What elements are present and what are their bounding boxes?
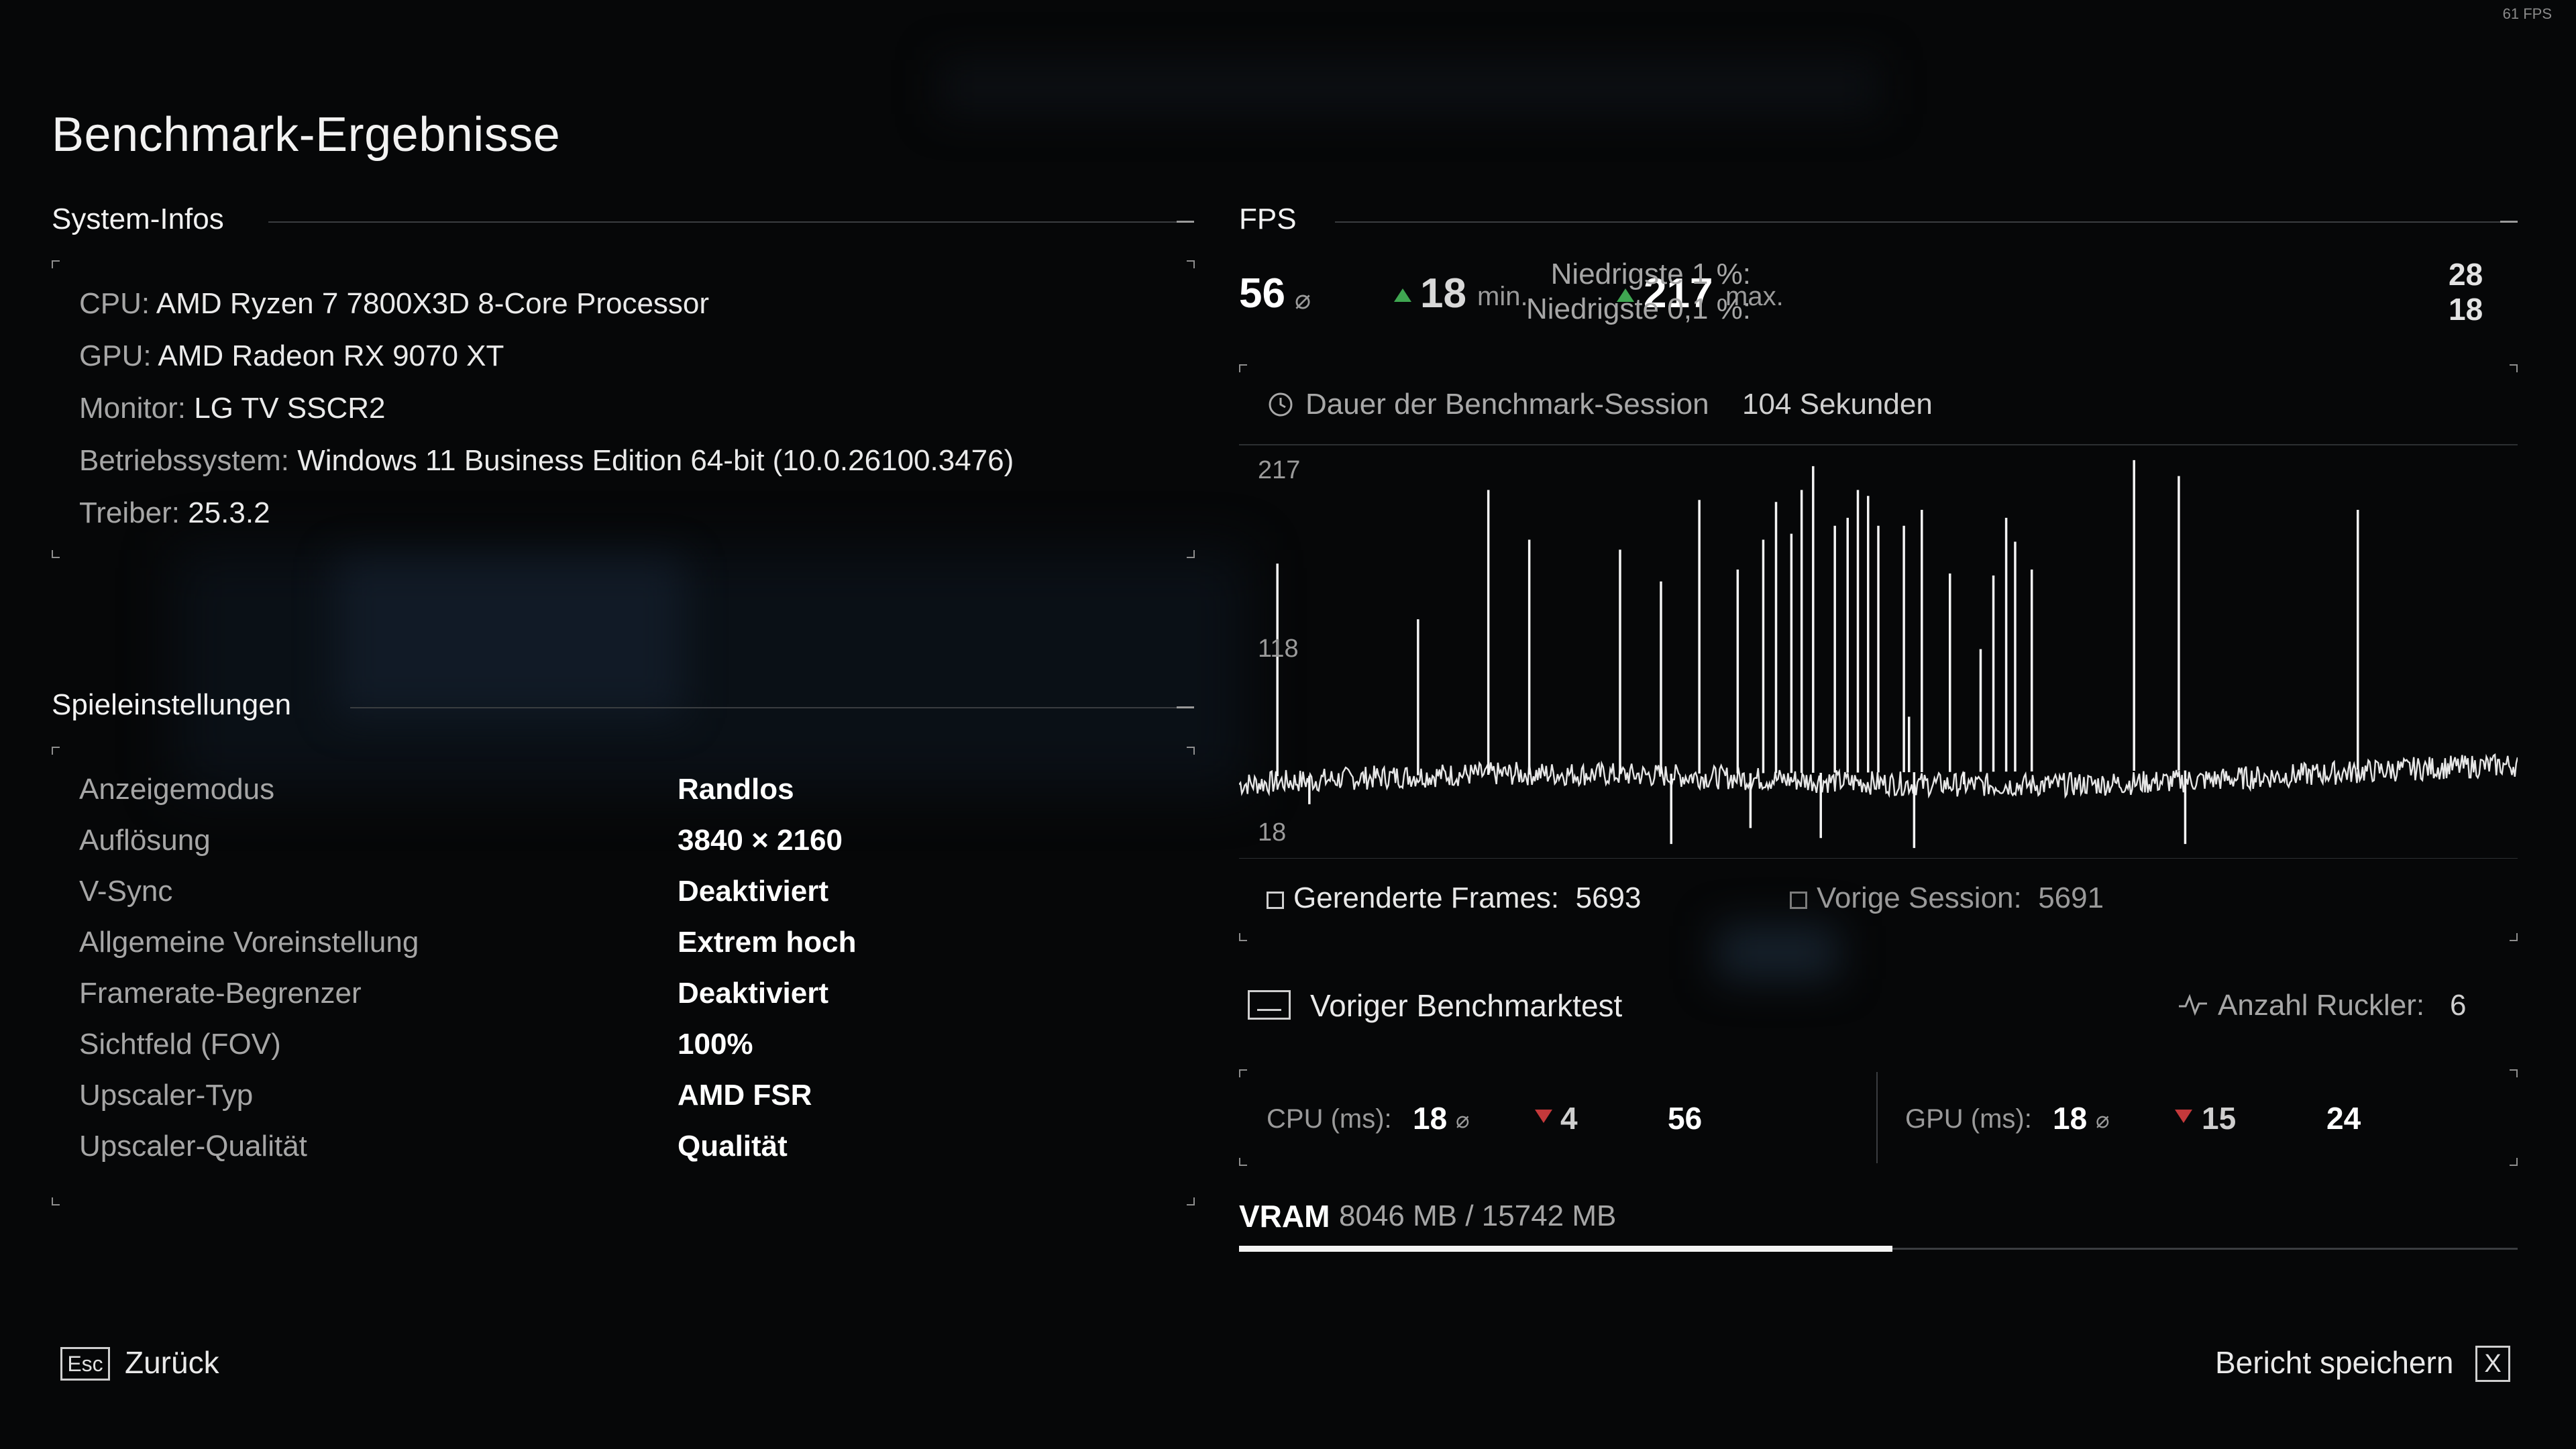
save-report-button[interactable]: Bericht speichern bbox=[2215, 1345, 2454, 1380]
stutter-count-value: 6 bbox=[2450, 989, 2467, 1022]
game-settings-divider bbox=[350, 707, 1194, 708]
system-info-divider bbox=[268, 221, 1194, 223]
vram-value: 8046 MB / 15742 MB bbox=[1339, 1199, 1617, 1232]
fps-max-unit: max. bbox=[1725, 282, 1784, 311]
fps-divider bbox=[1335, 221, 2517, 223]
fps-collapse[interactable] bbox=[2500, 221, 2518, 223]
page-title: Benchmark-Ergebnisse bbox=[52, 108, 561, 162]
cpu-ms-avg-unit: ⌀ bbox=[1456, 1108, 1470, 1133]
fps-max-value: 217 bbox=[1644, 270, 1713, 317]
session-duration-label: Dauer der Benchmark-Session bbox=[1305, 388, 1709, 421]
system-info-driver: Treiber: 25.3.2 bbox=[79, 496, 270, 529]
system-info-heading: System-Infos bbox=[52, 203, 224, 235]
esc-key-icon[interactable]: Esc bbox=[60, 1347, 110, 1381]
vram-label: VRAM bbox=[1239, 1199, 1330, 1234]
low01-value: 18 bbox=[2449, 292, 2483, 327]
session-duration-value: 104 Sekunden bbox=[1742, 388, 1933, 421]
vram-bar-fill bbox=[1239, 1246, 1893, 1252]
system-info-cpu: CPU: AMD Ryzen 7 7800X3D 8-Core Processo… bbox=[79, 287, 710, 320]
low1-value: 28 bbox=[2449, 257, 2483, 292]
system-info-monitor: Monitor: LG TV SSCR2 bbox=[79, 392, 386, 425]
legend-rendered-frames[interactable]: Gerenderte Frames: 5693 bbox=[1267, 881, 1642, 915]
x-key-icon[interactable]: X bbox=[2475, 1346, 2510, 1382]
y-tick-mid: 118 bbox=[1258, 635, 1299, 663]
max-up-arrow-icon bbox=[1617, 288, 1634, 302]
fps-chart-panel bbox=[1239, 364, 2518, 941]
fps-average-value: 56 bbox=[1239, 270, 1285, 317]
gpu-ms-avg: 18 bbox=[2053, 1101, 2088, 1136]
previous-benchmark-label[interactable]: Voriger Benchmarktest bbox=[1310, 988, 1623, 1023]
y-tick-max: 217 bbox=[1258, 456, 1301, 484]
frametime-panel bbox=[1239, 1069, 2518, 1166]
gpu-ms-max: 24 bbox=[2326, 1101, 2361, 1136]
game-settings-panel bbox=[52, 747, 1195, 1205]
fps-min-unit: min. bbox=[1477, 282, 1528, 311]
fps-chart: 217 118 18 bbox=[1238, 443, 2519, 859]
stutter-count-label: Anzahl Ruckler: bbox=[2218, 989, 2425, 1022]
clock-icon bbox=[1269, 392, 1293, 417]
cpu-ms-max: 56 bbox=[1668, 1101, 1703, 1136]
cpu-min-down-arrow-icon bbox=[1535, 1110, 1552, 1123]
stutter-pulse-icon bbox=[2179, 994, 2207, 1016]
y-tick-min: 18 bbox=[1258, 818, 1287, 847]
system-info-os: Betriebssystem: Windows 11 Business Edit… bbox=[79, 444, 1014, 477]
game-settings-heading: Spieleinstellungen bbox=[52, 688, 292, 721]
fps-overlay-counter: 61 FPS bbox=[2502, 5, 2552, 22]
system-info-panel bbox=[52, 260, 1195, 558]
cpu-ms-avg: 18 bbox=[1413, 1101, 1448, 1136]
gpu-ms-label: GPU (ms): bbox=[1905, 1104, 2032, 1134]
back-button[interactable]: Zurück bbox=[125, 1345, 219, 1380]
gpu-min-down-arrow-icon bbox=[2175, 1110, 2192, 1123]
system-info-collapse[interactable] bbox=[1177, 221, 1194, 223]
game-settings-collapse[interactable] bbox=[1177, 706, 1194, 708]
gpu-ms-min: 15 bbox=[2202, 1101, 2237, 1136]
fps-average-unit: ⌀ bbox=[1295, 285, 1311, 315]
low1-label: Niedrigste 1 %: bbox=[1550, 258, 1751, 290]
system-info-gpu: GPU: AMD Radeon RX 9070 XT bbox=[79, 339, 504, 372]
fps-heading: FPS bbox=[1239, 203, 1297, 235]
cpu-ms-label: CPU (ms): bbox=[1267, 1104, 1392, 1134]
legend-previous-session[interactable]: Vorige Session: 5691 bbox=[1790, 881, 2104, 915]
vram-bar-track bbox=[1239, 1246, 2518, 1252]
min-up-arrow-icon bbox=[1394, 288, 1411, 302]
gpu-ms-avg-unit: ⌀ bbox=[2096, 1108, 2110, 1133]
checkbox-icon[interactable] bbox=[1790, 892, 1807, 909]
fps-series-line bbox=[1238, 753, 2519, 799]
low01-label: Niedrigste 0,1 %: bbox=[1525, 292, 1751, 325]
cpu-ms-min: 4 bbox=[1560, 1101, 1578, 1136]
checkbox-icon[interactable] bbox=[1267, 892, 1284, 909]
fps-min-value: 18 bbox=[1420, 270, 1466, 317]
frametime-separator bbox=[1876, 1072, 1878, 1163]
fps-chart-svg bbox=[1238, 444, 2519, 859]
previous-benchmark-icon[interactable] bbox=[1248, 990, 1291, 1020]
